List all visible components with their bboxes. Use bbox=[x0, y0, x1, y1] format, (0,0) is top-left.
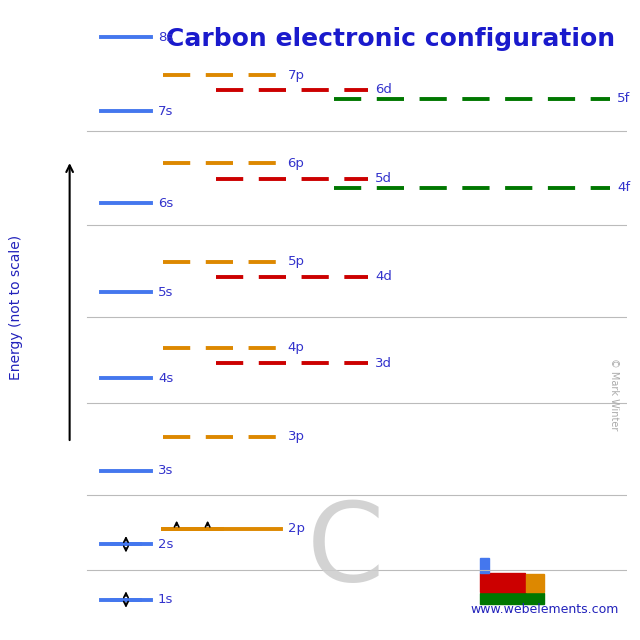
Text: 4s: 4s bbox=[158, 372, 173, 385]
Text: 2p: 2p bbox=[287, 522, 305, 536]
Text: 3p: 3p bbox=[287, 430, 305, 444]
Text: 5f: 5f bbox=[617, 92, 630, 106]
Text: Energy (not to scale): Energy (not to scale) bbox=[9, 235, 23, 380]
Text: 5d: 5d bbox=[375, 172, 392, 185]
Text: 8s: 8s bbox=[158, 31, 173, 44]
Text: 3d: 3d bbox=[375, 356, 392, 369]
Text: 5s: 5s bbox=[158, 286, 173, 299]
Text: 5p: 5p bbox=[287, 255, 305, 268]
FancyBboxPatch shape bbox=[479, 573, 525, 591]
Text: 7s: 7s bbox=[158, 104, 173, 118]
Text: 6s: 6s bbox=[158, 196, 173, 210]
Text: 4f: 4f bbox=[617, 181, 630, 195]
FancyBboxPatch shape bbox=[479, 558, 489, 573]
Text: Carbon electronic configuration: Carbon electronic configuration bbox=[166, 27, 615, 51]
Text: 6d: 6d bbox=[375, 83, 392, 96]
FancyBboxPatch shape bbox=[479, 593, 545, 604]
Text: 4p: 4p bbox=[287, 341, 305, 354]
Text: www.webelements.com: www.webelements.com bbox=[470, 603, 619, 616]
Text: © Mark Winter: © Mark Winter bbox=[609, 358, 619, 430]
Text: 7p: 7p bbox=[287, 69, 305, 82]
Text: 2s: 2s bbox=[158, 538, 173, 551]
FancyBboxPatch shape bbox=[526, 574, 545, 591]
Text: 4d: 4d bbox=[375, 271, 392, 284]
Text: 1s: 1s bbox=[158, 593, 173, 606]
Text: C: C bbox=[307, 497, 385, 604]
Text: 3s: 3s bbox=[158, 464, 173, 477]
Text: 6p: 6p bbox=[287, 157, 305, 170]
